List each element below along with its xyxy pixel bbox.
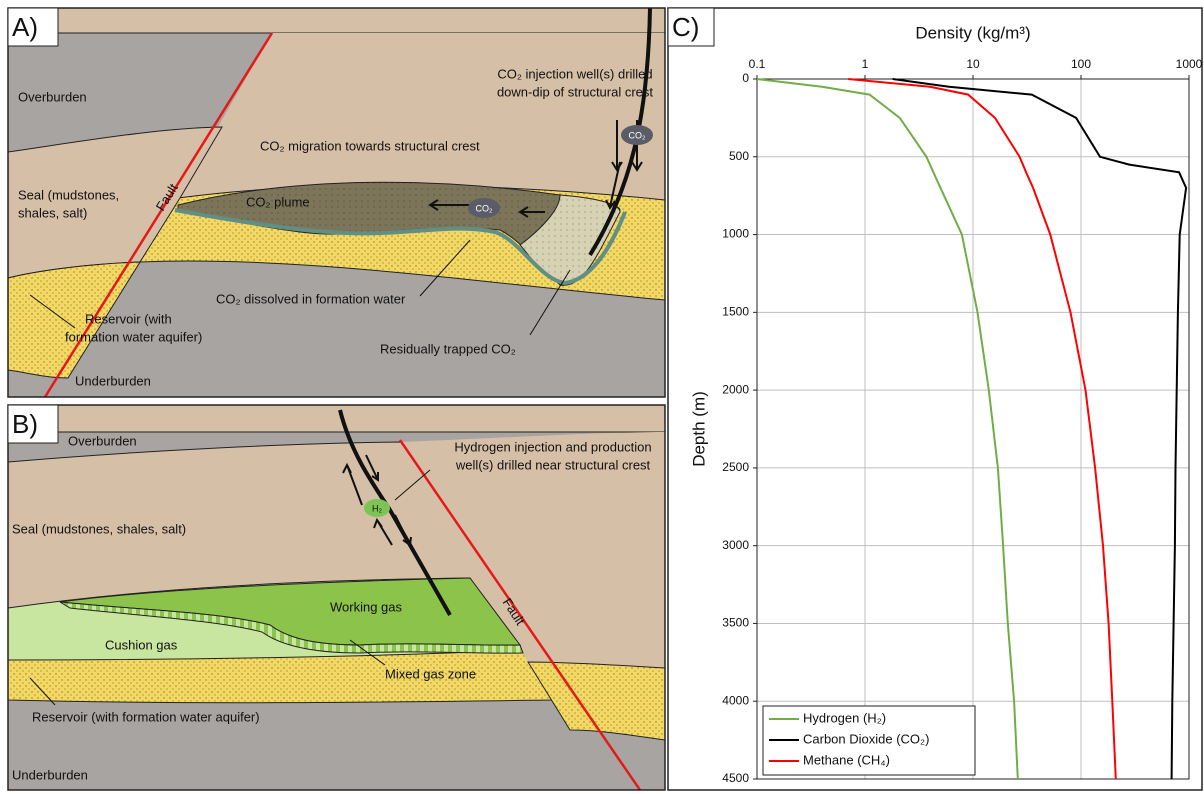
page: A) Overburden Seal (mudstones, shales, s…: [0, 0, 1204, 794]
annotation: down-dip of structural crest: [497, 84, 653, 99]
legend-label: Hydrogen (H₂): [803, 710, 886, 725]
layer-label: Overburden: [68, 433, 137, 448]
annotation: Mixed gas zone: [385, 666, 476, 681]
y-tick-label: 3000: [722, 538, 749, 552]
figure: A) Overburden Seal (mudstones, shales, s…: [0, 0, 1204, 794]
y-tick-label: 0: [742, 71, 749, 85]
panel-label: B): [12, 409, 38, 439]
x-tick-label: 0.1: [749, 57, 766, 71]
x-tick-label: 1: [862, 57, 869, 71]
x-tick-label: 10: [966, 57, 980, 71]
top-strip: [8, 8, 665, 33]
gas-label: Working gas: [330, 599, 403, 614]
layer-label: Overburden: [18, 89, 87, 104]
layer-label: Underburden: [75, 373, 151, 388]
top-strip: [8, 405, 665, 432]
y-tick-label: 1000: [722, 227, 749, 241]
y-axis-title: Depth (m): [689, 391, 708, 467]
plume-label: CO₂ plume: [246, 194, 310, 209]
y-tick-label: 4500: [722, 771, 749, 785]
x-axis-title: Density (kg/m³): [915, 23, 1030, 42]
annotation: CO₂ injection well(s) drilled: [497, 66, 652, 81]
gas-label: Cushion gas: [105, 637, 178, 652]
layer-label: Seal (mudstones,: [18, 187, 119, 202]
annotation: CO₂ migration towards structural crest: [260, 138, 480, 153]
layer-label: Reservoir (with: [85, 311, 172, 326]
y-tick-label: 2500: [722, 460, 749, 474]
bubble-label: CO₂: [629, 130, 647, 140]
annotation: Residually trapped CO₂: [380, 341, 516, 356]
layer-label: Underburden: [12, 767, 88, 782]
y-tick-label: 500: [729, 149, 749, 163]
legend-label: Methane (CH₄): [803, 752, 890, 767]
legend-label: Carbon Dioxide (CO₂): [803, 731, 929, 746]
panel-label: A): [12, 12, 38, 42]
bubble-label: H₂: [372, 503, 382, 513]
panel-c: [668, 8, 1202, 790]
annotation: Hydrogen injection and production: [454, 439, 651, 454]
x-tick-label: 100: [1071, 57, 1091, 71]
panel-b: B) Overburden Seal (mudstones, shales, s…: [8, 405, 665, 790]
bubble-label: CO₂: [476, 203, 494, 213]
x-tick-label: 1000: [1176, 57, 1203, 71]
layer-label: formation water aquifer): [65, 329, 202, 344]
panel-a: A) Overburden Seal (mudstones, shales, s…: [8, 8, 665, 397]
layer-label: Reservoir (with formation water aquifer): [32, 709, 260, 724]
annotation: well(s) drilled near structural crest: [455, 457, 651, 472]
annotation: CO₂ dissolved in formation water: [216, 291, 406, 306]
layer-label: shales, salt): [18, 205, 87, 220]
y-tick-label: 3500: [722, 616, 749, 630]
y-tick-label: 4000: [722, 693, 749, 707]
y-tick-label: 2000: [722, 382, 749, 396]
panel-label: C): [672, 12, 699, 42]
y-tick-label: 1500: [722, 305, 749, 319]
layer-label: Seal (mudstones, shales, salt): [12, 521, 186, 536]
